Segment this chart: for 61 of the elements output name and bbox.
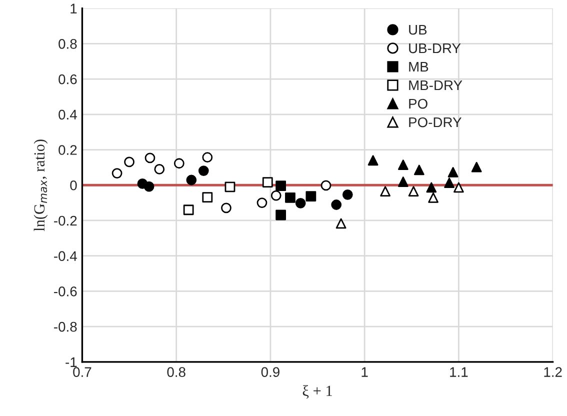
- point: [306, 191, 316, 202]
- point: [256, 198, 268, 208]
- y-tick-label: -0.6: [54, 286, 77, 296]
- x-tick-label: 0.9: [261, 367, 280, 377]
- point: [295, 198, 306, 208]
- y-tick-label: -0.4: [54, 251, 77, 262]
- point: [186, 174, 197, 186]
- point: [202, 152, 213, 163]
- point: [224, 182, 236, 192]
- point: [398, 176, 408, 187]
- point: [448, 167, 458, 178]
- point: [124, 156, 134, 168]
- y-tick-label: -0.8: [54, 322, 77, 332]
- x-tick-label: 0.7: [73, 367, 92, 377]
- legend-label: PO-DRY: [409, 117, 462, 128]
- x-tick-label: 0.8: [167, 367, 186, 377]
- y-tick-label: -0.2: [54, 216, 77, 226]
- y-tick-label: 0.4: [58, 110, 77, 120]
- point: [174, 158, 184, 169]
- point: [426, 182, 437, 193]
- point: [331, 200, 342, 210]
- x-tick-label: 1.2: [544, 367, 562, 377]
- legend-label: MB: [409, 62, 428, 72]
- point: [320, 180, 332, 191]
- y-tick-label: 0.2: [58, 145, 77, 155]
- point: [198, 166, 209, 176]
- point: [444, 178, 454, 188]
- y-tick-label: -1: [66, 357, 77, 367]
- point: [276, 180, 286, 192]
- point: [398, 160, 408, 170]
- point: [471, 162, 482, 172]
- x-axis-title: ξ + 1: [302, 385, 332, 399]
- point: [368, 155, 378, 166]
- point: [144, 152, 156, 164]
- y-tick-label: 0: [70, 180, 77, 190]
- point: [336, 218, 346, 229]
- legend-label: PO: [409, 98, 428, 109]
- point: [183, 204, 194, 216]
- point: [342, 189, 353, 200]
- point: [154, 164, 165, 174]
- legend-label: UB-DRY: [409, 43, 461, 54]
- point: [262, 177, 273, 188]
- y-tick-label: 0.6: [58, 74, 77, 84]
- point: [270, 190, 282, 201]
- x-tick-label: 1: [362, 367, 368, 377]
- point: [221, 202, 232, 214]
- y-tick-label: 1: [70, 4, 77, 14]
- point: [454, 182, 464, 193]
- point: [428, 192, 438, 203]
- point: [414, 164, 424, 176]
- y-tick-label: 0.8: [58, 39, 77, 49]
- point: [408, 186, 419, 197]
- point: [285, 192, 296, 203]
- point: [144, 181, 154, 192]
- x-tick-label: 1.1: [450, 367, 468, 377]
- point: [276, 210, 286, 220]
- y-axis-title: ln(G$_{max}$, ratio): [34, 140, 48, 232]
- point: [112, 168, 122, 178]
- point: [202, 192, 213, 203]
- legend-label: MB-DRY: [409, 80, 462, 90]
- legend-label: UB: [409, 24, 427, 35]
